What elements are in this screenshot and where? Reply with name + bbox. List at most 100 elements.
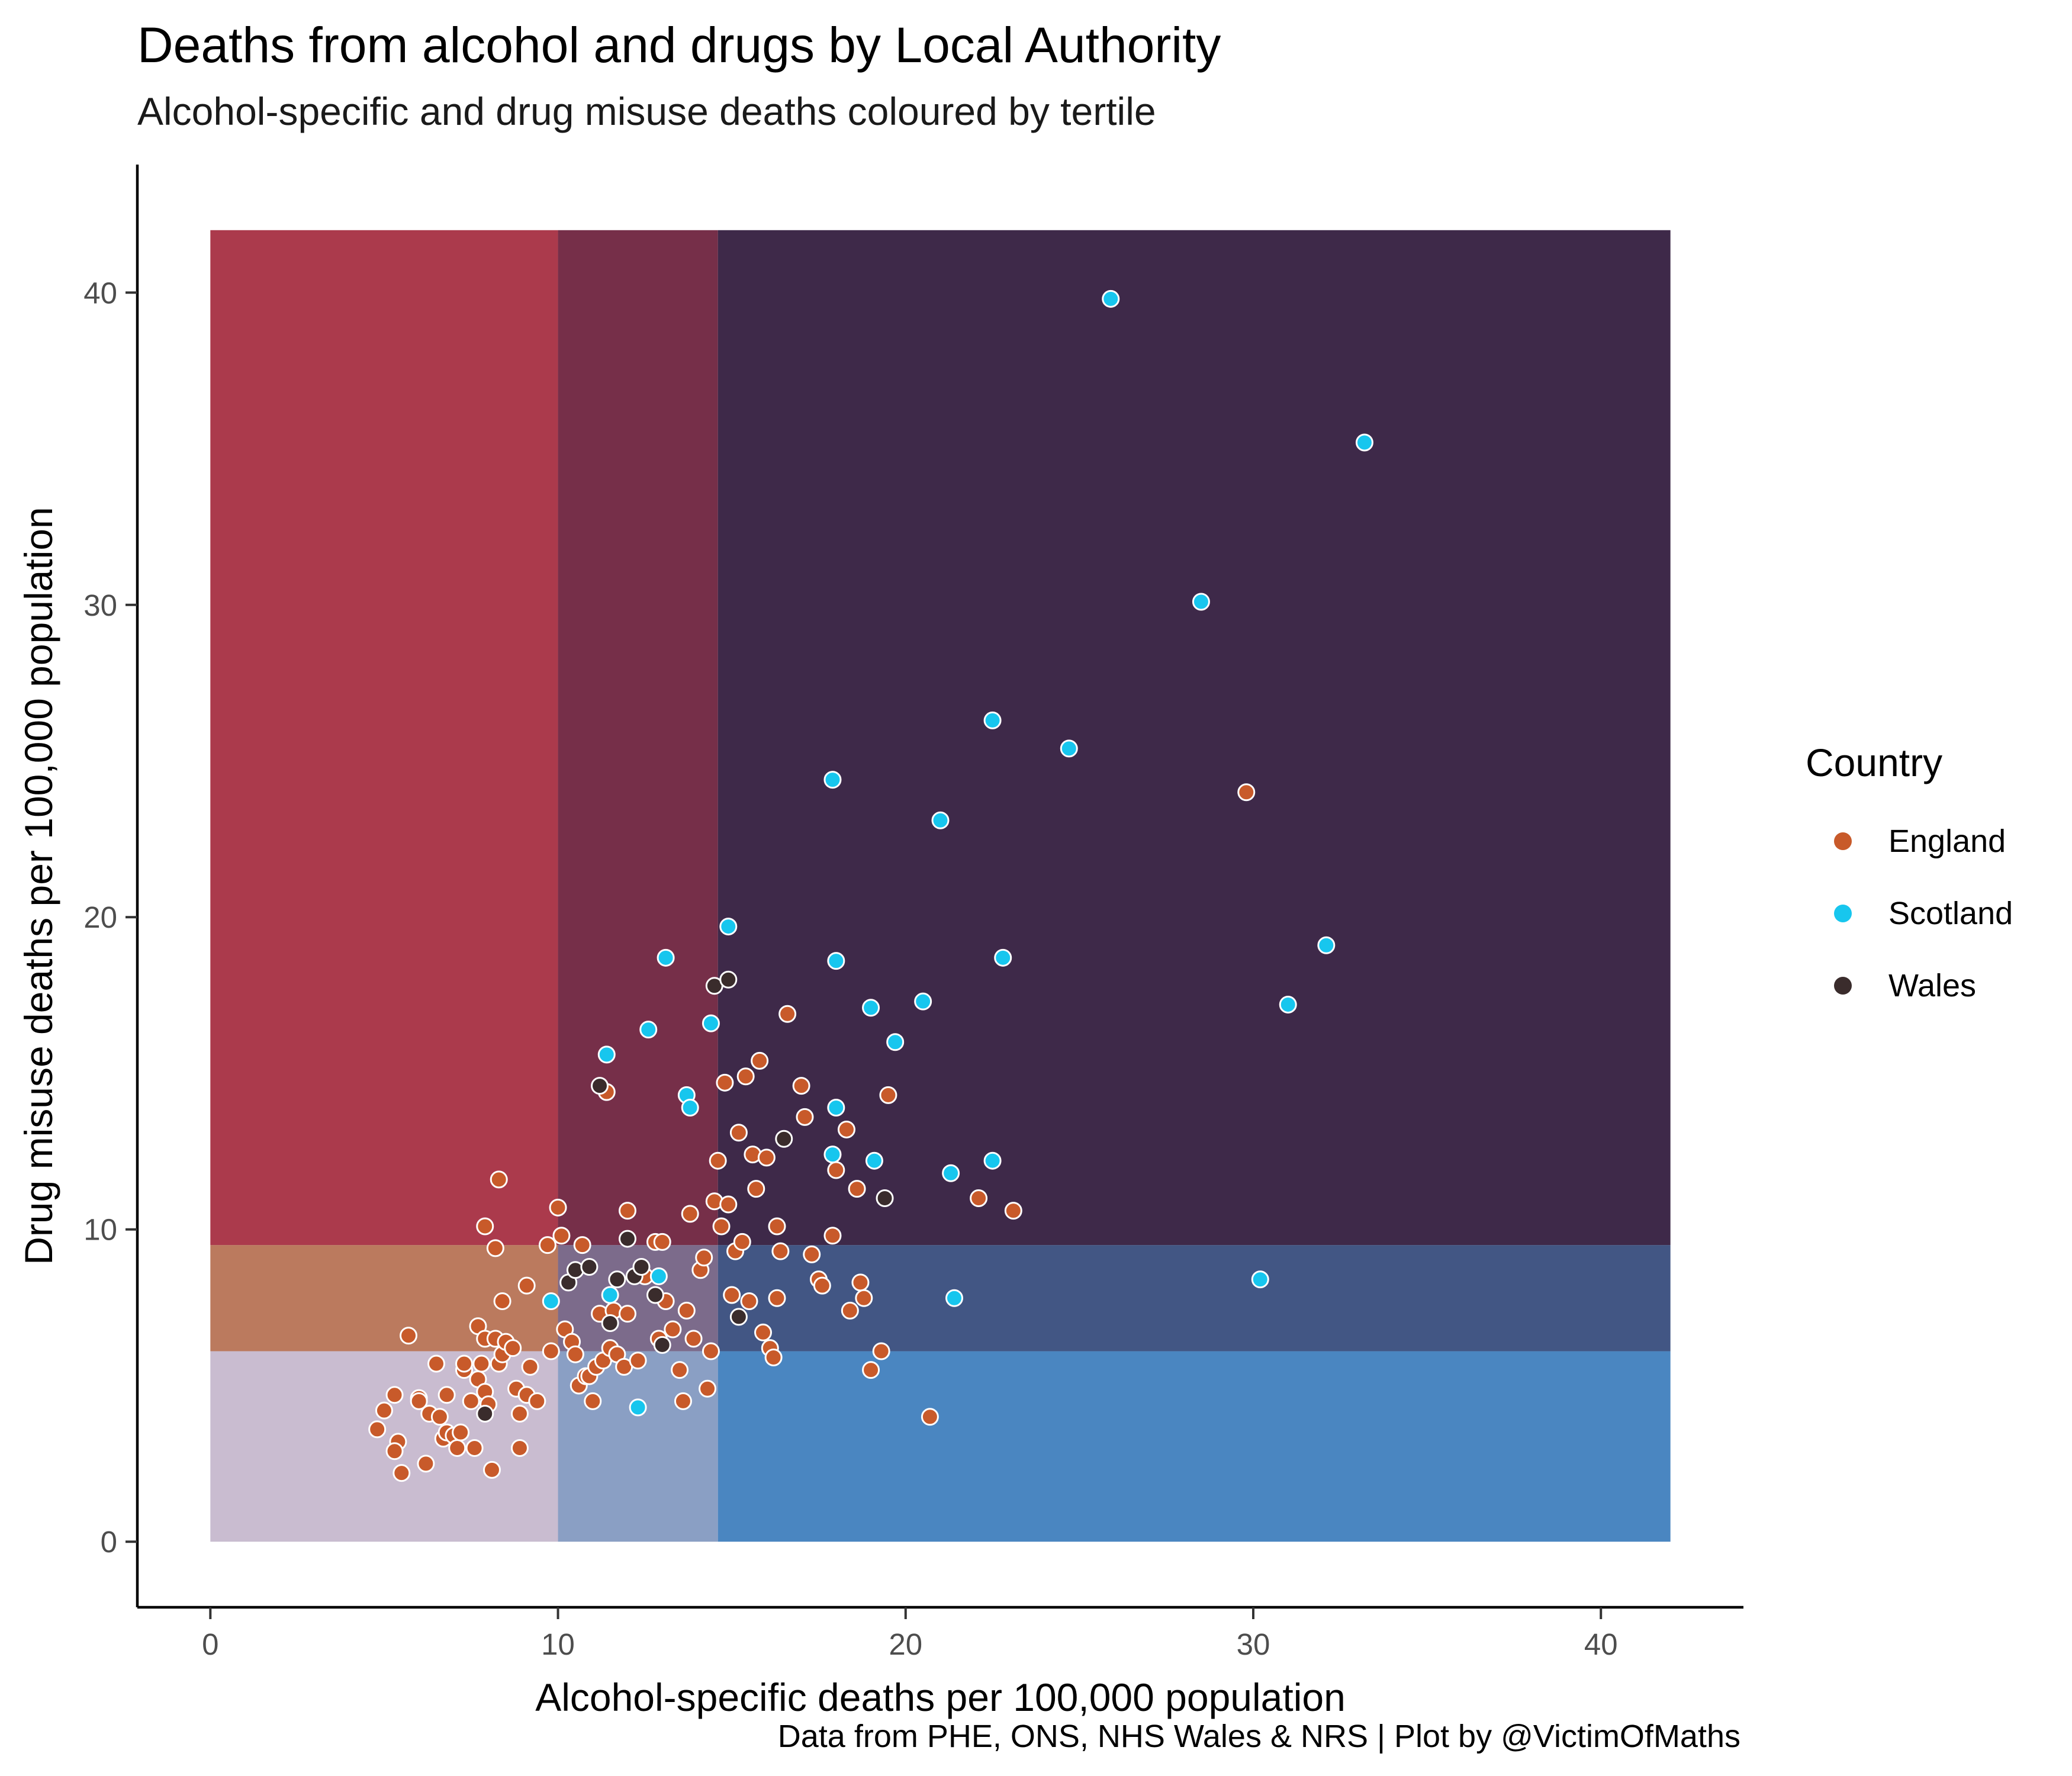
point-england	[970, 1189, 988, 1207]
point-england	[486, 1239, 504, 1257]
point-england	[437, 1386, 456, 1404]
point-england	[813, 1276, 831, 1295]
x-tick-label: 30	[1237, 1627, 1270, 1661]
tertile-cell-2-1	[558, 230, 718, 1246]
point-england	[504, 1339, 522, 1357]
legend: Country England Scotland Wales	[1806, 740, 2013, 1022]
point-england	[462, 1392, 480, 1410]
point-england	[712, 1217, 731, 1236]
point-england	[368, 1420, 387, 1439]
y-tick-label: 20	[83, 900, 117, 934]
point-scotland	[657, 948, 675, 967]
point-england	[528, 1392, 546, 1410]
point-wales	[601, 1314, 619, 1332]
x-tick-label: 20	[889, 1627, 922, 1661]
legend-item-wales: Wales	[1806, 950, 2013, 1022]
caption: Data from PHE, ONS, NHS Wales & NRS | Pl…	[777, 1719, 1740, 1754]
point-wales	[580, 1258, 599, 1276]
point-scotland	[1317, 936, 1336, 954]
point-england	[538, 1236, 556, 1254]
point-england	[848, 1180, 866, 1198]
point-england	[695, 1249, 713, 1267]
point-england	[716, 1073, 734, 1092]
point-england	[430, 1408, 449, 1426]
y-tick-label: 0	[101, 1525, 117, 1559]
legend-label-wales: Wales	[1888, 968, 1977, 1003]
point-england	[872, 1342, 890, 1360]
point-scotland	[1060, 739, 1078, 758]
point-scotland	[542, 1292, 560, 1311]
point-scotland	[629, 1398, 647, 1417]
point-scotland	[1355, 433, 1373, 452]
point-scotland	[865, 1151, 883, 1170]
point-england	[778, 1005, 797, 1023]
point-scotland	[649, 1267, 668, 1285]
legend-label-england: England	[1888, 823, 2006, 859]
x-tick-label: 0	[202, 1627, 218, 1661]
point-england	[827, 1161, 845, 1179]
point-england	[472, 1354, 491, 1373]
point-england	[629, 1352, 647, 1370]
point-scotland	[1102, 289, 1120, 308]
point-england	[482, 1460, 501, 1479]
point-wales	[876, 1189, 894, 1207]
point-england	[677, 1301, 696, 1320]
point-england	[702, 1342, 720, 1360]
point-england	[771, 1242, 790, 1260]
point-england	[455, 1354, 473, 1373]
point-england	[517, 1276, 536, 1295]
point-england	[400, 1327, 418, 1345]
point-england	[573, 1236, 591, 1254]
point-scotland	[597, 1045, 616, 1064]
point-england	[757, 1148, 776, 1167]
y-tick-label: 10	[83, 1213, 117, 1247]
point-wales	[632, 1258, 651, 1276]
point-wales	[646, 1286, 664, 1304]
point-england	[385, 1386, 404, 1404]
point-england	[792, 1077, 810, 1095]
point-england	[664, 1320, 682, 1339]
point-scotland	[983, 1151, 1002, 1170]
point-scotland	[639, 1021, 658, 1039]
point-scotland	[914, 992, 932, 1011]
y-tick-label: 40	[83, 276, 117, 310]
point-england	[417, 1455, 435, 1473]
point-england	[851, 1273, 870, 1292]
point-wales	[591, 1077, 609, 1095]
point-england	[671, 1361, 689, 1379]
tertile-cell-0-0	[210, 1351, 558, 1542]
point-england	[736, 1067, 755, 1086]
chart-subtitle: Alcohol-specific and drug misuse deaths …	[137, 89, 1156, 133]
point-england	[1004, 1202, 1022, 1220]
y-axis-title: Drug misuse deaths per 100,000 populatio…	[17, 507, 60, 1265]
point-england	[764, 1349, 783, 1367]
point-england	[618, 1305, 636, 1323]
point-england	[510, 1404, 529, 1423]
point-england	[796, 1108, 814, 1126]
legend-swatch-wales	[1834, 977, 1852, 995]
point-scotland	[1192, 593, 1210, 611]
point-scotland	[1279, 995, 1297, 1014]
point-england	[618, 1202, 636, 1220]
tertile-cell-2-0	[210, 230, 558, 1246]
point-england	[542, 1342, 560, 1360]
chart-title: Deaths from alcohol and drugs by Local A…	[137, 17, 1221, 73]
tertile-cell-0-2	[718, 1351, 1671, 1542]
point-england	[855, 1289, 873, 1307]
x-tick-label: 40	[1584, 1627, 1618, 1661]
point-scotland	[862, 999, 880, 1017]
legend-item-england: England	[1806, 805, 2013, 877]
point-england	[803, 1245, 821, 1263]
point-england	[448, 1439, 466, 1457]
point-england	[427, 1354, 446, 1373]
point-england	[879, 1086, 897, 1104]
point-england	[465, 1439, 484, 1457]
point-england	[684, 1330, 703, 1348]
point-england	[740, 1292, 758, 1311]
point-england	[723, 1286, 741, 1304]
point-scotland	[931, 811, 950, 829]
point-england	[754, 1323, 773, 1341]
point-scotland	[886, 1033, 905, 1051]
point-scotland	[601, 1286, 619, 1304]
